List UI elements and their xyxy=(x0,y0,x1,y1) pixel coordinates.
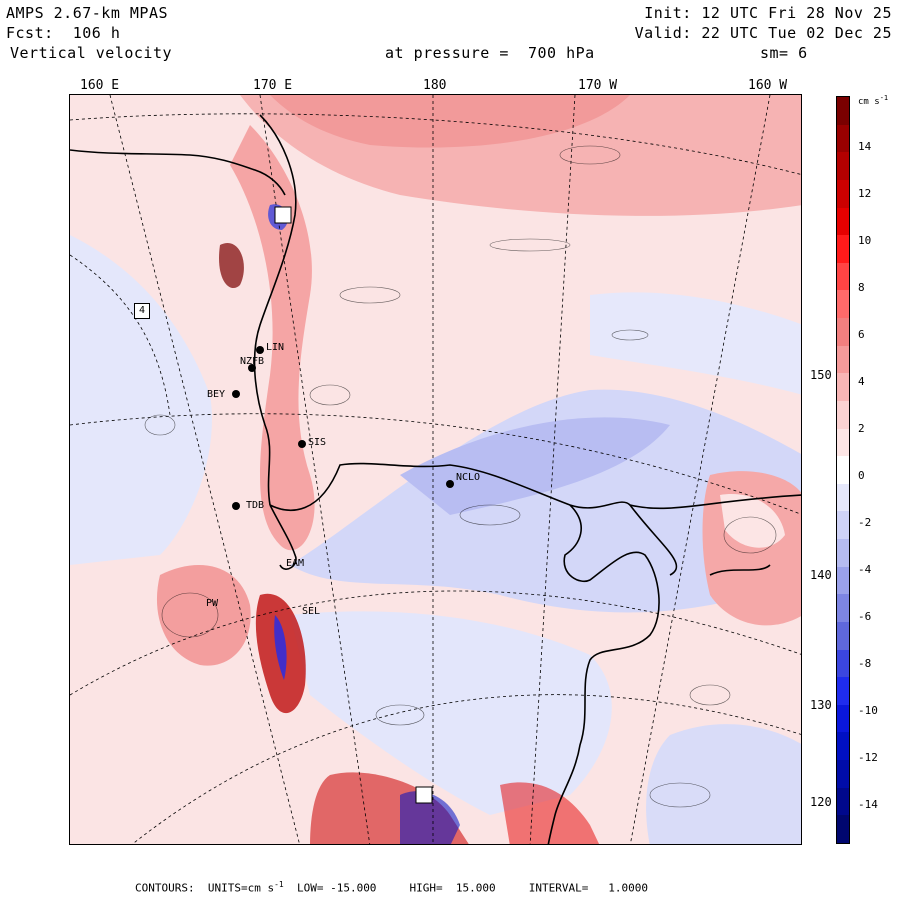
station-label-lin: LIN xyxy=(266,342,285,353)
colorbar-swatch xyxy=(837,97,849,125)
station-dot-sis xyxy=(298,440,306,448)
colorbar-swatch xyxy=(837,649,849,678)
lon-label-180: 180 xyxy=(423,78,447,93)
colorbar-swatch xyxy=(837,594,849,622)
colorbar-swatch xyxy=(837,539,849,567)
station-label-nclo: NCLO xyxy=(456,472,481,483)
colorbar-swatch xyxy=(837,318,849,346)
station-dot-nzfb xyxy=(248,364,256,372)
colorbar-swatch xyxy=(837,373,849,401)
colorbar-swatch xyxy=(837,152,849,180)
colorbar-tick-label: 12 xyxy=(858,187,872,200)
colorbar-swatch xyxy=(837,483,849,512)
colorbar-tick-label: 0 xyxy=(858,469,865,482)
station-dot-bey xyxy=(232,390,240,398)
lon-label-160e: 160 E xyxy=(80,78,120,93)
station-label-sis: SIS xyxy=(308,437,327,448)
colorbar-tick-label: 6 xyxy=(858,328,865,341)
colorbar-swatch xyxy=(837,511,849,539)
colorbar-swatch xyxy=(837,179,849,208)
colorbar-tick-label: -4 xyxy=(858,563,872,576)
station-label-pw: PW xyxy=(206,598,219,609)
colorbar-tick-label: 14 xyxy=(858,140,872,153)
colorbar-swatch xyxy=(837,456,849,484)
lon-label-170e: 170 E xyxy=(253,78,293,93)
colorbar-swatch xyxy=(837,400,849,429)
colorbar-swatch xyxy=(837,124,849,153)
model-title: AMPS 2.67-km MPAS xyxy=(6,4,169,22)
colorbar-tick-label: 4 xyxy=(858,375,865,388)
colorbar-tick-label: 2 xyxy=(858,422,865,435)
colorbar-swatch xyxy=(837,760,849,788)
colorbar-tick-label: -10 xyxy=(858,704,878,717)
colorbar-tick-label: -12 xyxy=(858,751,878,764)
init-time: Init: 12 UTC Fri 28 Nov 25 xyxy=(644,4,892,22)
station-label-bey: BEY xyxy=(207,389,226,400)
colorbar-tick-label: -14 xyxy=(858,798,878,811)
field-name: Vertical velocity xyxy=(10,44,173,62)
colorbar-tick-label: 8 xyxy=(858,281,865,294)
station-dot-tdb xyxy=(232,502,240,510)
colorbar xyxy=(836,96,850,844)
colorbar-swatch xyxy=(837,787,849,816)
colorbar-swatch xyxy=(837,235,849,263)
colorbar-swatch xyxy=(837,621,849,650)
station-dot-lin xyxy=(256,346,264,354)
smoothing-value: sm= 6 xyxy=(760,44,808,62)
colorbar-swatch xyxy=(837,815,849,843)
colorbar-swatch xyxy=(837,207,849,236)
forecast-hour: Fcst: 106 h xyxy=(6,24,121,42)
colorbar-swatch xyxy=(837,428,849,457)
colorbar-swatch xyxy=(837,345,849,374)
station-label-eam: EAM xyxy=(286,558,305,569)
colorbar-tick-label: 10 xyxy=(858,234,872,247)
colorbar-tick-label: -8 xyxy=(858,657,872,670)
station-box-4: 4 xyxy=(134,303,150,319)
colorbar-tick-label: -2 xyxy=(858,516,872,529)
lon-label-160w: 160 W xyxy=(748,78,788,93)
valid-time: Valid: 22 UTC Tue 02 Dec 25 xyxy=(634,24,892,42)
contour-info: CONTOURS: UNITS=cm s-1 LOW= -15.000 HIGH… xyxy=(135,880,648,895)
colorbar-swatch xyxy=(837,677,849,705)
station-label-sel: SEL xyxy=(302,606,321,617)
station-label-tdb: TDB xyxy=(246,500,265,511)
colorbar-swatch xyxy=(837,704,849,733)
pressure-level: at pressure = 700 hPa xyxy=(385,44,595,62)
colorbar-swatch xyxy=(837,290,849,318)
station-label-nzfb: NZFB xyxy=(240,356,265,367)
colorbar-swatch xyxy=(837,566,849,595)
lon-label-170w: 170 W xyxy=(578,78,618,93)
colorbar-swatch xyxy=(837,732,849,760)
colorbar-swatch xyxy=(837,262,849,291)
map-field xyxy=(70,95,801,844)
colorbar-tick-label: -6 xyxy=(858,610,872,623)
map-plot-area xyxy=(69,94,802,845)
colorbar-units: cm s-1 xyxy=(858,94,889,107)
station-dot-nclo xyxy=(446,480,454,488)
